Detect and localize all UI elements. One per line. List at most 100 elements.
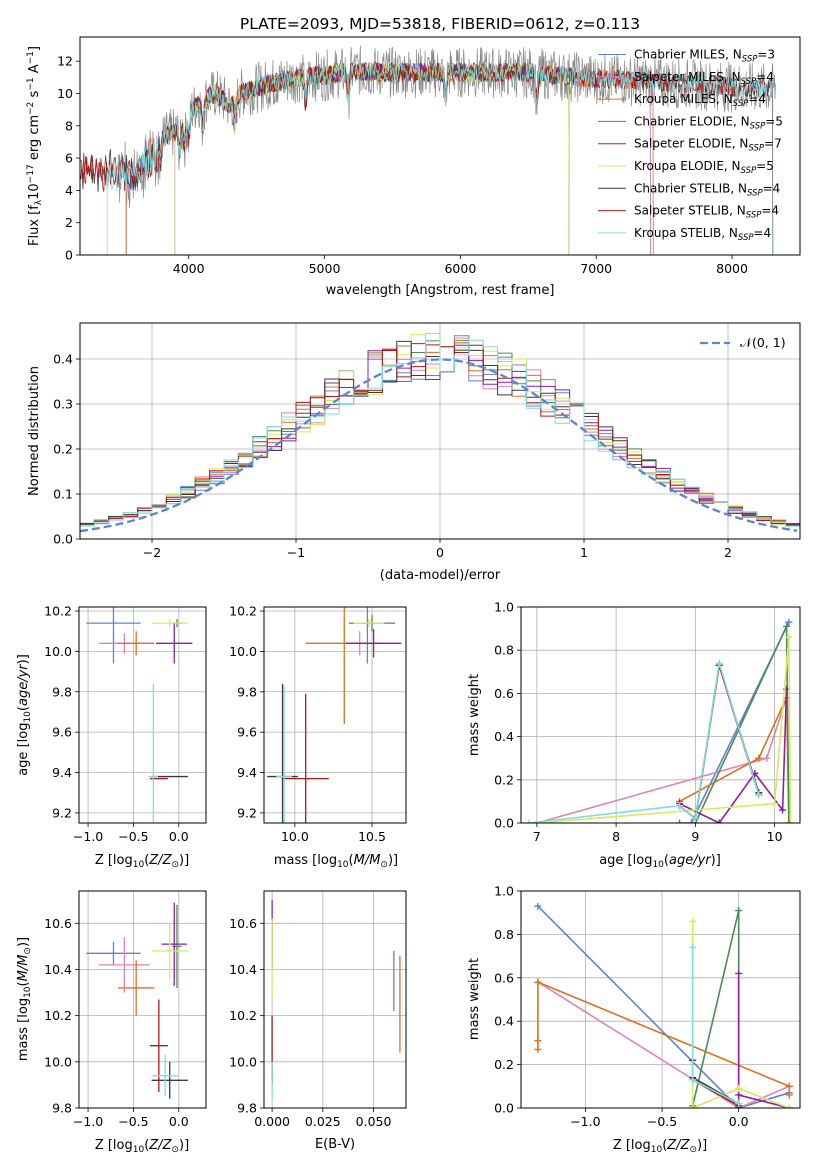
- label-part: 10: [23, 986, 33, 998]
- x-axis-label: Z [log10(Z/Z⊙)]: [613, 1138, 707, 1155]
- x-tick-label: 9: [691, 829, 699, 844]
- axes-frame: [79, 36, 801, 256]
- label-part: −1: [26, 51, 36, 64]
- y-tick-label: 0.2: [53, 442, 73, 457]
- x-tick-label: 10.0: [281, 829, 309, 844]
- y-tick-label: 0.0: [494, 816, 514, 831]
- plot-area-age_vs_mass: [267, 607, 402, 823]
- y-tick-label: 10.2: [44, 1008, 72, 1023]
- plot-area-age_vs_Z: [86, 607, 193, 823]
- axes-frame: [78, 606, 207, 824]
- legend-label-part: SSP: [741, 166, 757, 176]
- panel-age_vs_Z: −1.0 −0.5 0.09.29.49.69.810.010.2Z [log10(…: [16, 604, 207, 870]
- weight-marker: [676, 819, 684, 823]
- label-part: ]: [27, 46, 42, 51]
- x-tick-label: 1: [580, 545, 588, 560]
- weight-marker: [763, 754, 771, 762]
- legend-label-part: SSP: [741, 77, 757, 87]
- legend-label: Kroupa STELIB, NSSP=4: [634, 226, 771, 243]
- panel-residuals: −2 −1 0 1 2 0.0 0.1 0.2 0.3 0.4 𝒩(0, 1) (data-model…: [27, 322, 801, 583]
- label-part: 10: [337, 860, 349, 870]
- y-tick-label: 4: [65, 183, 73, 198]
- legend-label-part: =4: [748, 92, 766, 106]
- panel-mass_vs_ebv: 0.000 0.025 0.050 9.8 10.0 10.2 10.4 10.6 E(B-V): [229, 890, 407, 1152]
- y-tick-label: 10.0: [229, 1054, 257, 1069]
- label-part: )]: [179, 1138, 189, 1153]
- label-part: ⊙: [689, 1145, 697, 1155]
- y-tick-label: 0.0: [494, 1101, 514, 1116]
- weight-marker: [785, 819, 793, 823]
- y-tick-label: 10.6: [44, 916, 72, 931]
- legend-label-part: =5: [756, 159, 774, 173]
- y-axis-label: mass weight: [467, 674, 482, 756]
- weight-marker: [676, 802, 684, 810]
- figure-title: PLATE=2093, MJD=53818, FIBERID=0612, z=0…: [240, 15, 640, 33]
- x-axis-label: wavelength [Angstrom, rest frame]: [326, 283, 555, 298]
- y-tick-label: 0.4: [494, 1014, 514, 1029]
- label-part: 10: [133, 1145, 145, 1155]
- weight-marker: [735, 1091, 743, 1099]
- weight-marker: [534, 1037, 542, 1045]
- residual-histogram: [80, 343, 800, 527]
- weight-marker: [735, 969, 743, 977]
- weight-line: [528, 662, 760, 823]
- legend-label-part: Chabrier ELODIE, N: [634, 114, 750, 128]
- legend-label-part: Salpeter ELODIE, N: [634, 137, 748, 151]
- legend-label-part: SSP: [738, 233, 754, 243]
- legend-label-part: SSP: [733, 99, 749, 109]
- x-tick-label: −0.5: [647, 1114, 677, 1129]
- y-tick-label: 8: [65, 118, 73, 133]
- axes-frame: [263, 890, 407, 1109]
- y-tick-label: 9.4: [237, 765, 257, 780]
- x-tick-label: −1.0: [73, 1114, 103, 1129]
- label-part: λ: [34, 199, 44, 205]
- normal-curve: [80, 358, 798, 533]
- weight-marker: [534, 1045, 542, 1053]
- label-part: Z [log: [95, 1138, 133, 1153]
- frame-residuals: −2 −1 0 1 2 0.0 0.1 0.2 0.3 0.4 𝒩(0, 1) (data-model…: [27, 322, 801, 583]
- weight-line: [536, 637, 792, 823]
- y-tick-label: 0.0: [53, 532, 73, 547]
- legend-label-part: SSP: [746, 211, 762, 221]
- label-part: (: [144, 853, 149, 868]
- label-part: 10: [27, 183, 42, 200]
- weight-marker: [533, 819, 541, 823]
- model-spectrum: [125, 61, 651, 255]
- axes-frame: [520, 606, 801, 824]
- label-part: 10: [651, 1145, 663, 1155]
- x-tick-label: 8: [612, 829, 620, 844]
- legend-label-part: SSP: [748, 144, 764, 154]
- x-axis-label: Z [log10(Z/Z⊙)]: [95, 1138, 189, 1155]
- label-part: ⊙: [171, 860, 179, 870]
- x-tick-label: 2: [724, 545, 732, 560]
- weight-marker: [715, 819, 723, 823]
- plot-area-residuals: [80, 332, 800, 533]
- x-tick-label: 6000: [444, 261, 476, 276]
- weight-line: [737, 973, 790, 1108]
- weight-marker: [534, 902, 542, 910]
- panel-age_vs_mass: 10.0 10.5 9.2 9.4 9.6 9.8 10.0 10.2 mass [log10(…: [229, 604, 407, 870]
- y-tick-label: 10.2: [229, 604, 257, 619]
- x-tick-label: 0.0: [169, 1114, 189, 1129]
- x-tick-label: 10.5: [358, 829, 386, 844]
- weight-marker: [779, 806, 787, 814]
- weight-line: [537, 905, 790, 1108]
- legend-label-part: Chabrier STELIB, N: [634, 181, 747, 195]
- x-tick-label: −1.0: [73, 829, 103, 844]
- weight-marker: [534, 978, 542, 986]
- frame-mass_vs_ebv: 0.000 0.025 0.050 9.8 10.0 10.2 10.4 10.6 E(B-V): [229, 890, 407, 1152]
- frame-age_vs_Z: −1.0 −0.5 0.09.29.49.69.810.010.2Z [log10(…: [16, 604, 207, 870]
- y-tick-label: 1.0: [494, 600, 514, 615]
- y-tick-label: 0.2: [494, 772, 514, 787]
- residual-histogram: [80, 332, 800, 527]
- label-part: (: [349, 853, 354, 868]
- legend-label-part: =4: [754, 226, 772, 240]
- weight-marker: [689, 943, 697, 951]
- x-tick-label: −0.5: [118, 1114, 148, 1129]
- label-part: 10: [652, 860, 664, 870]
- legend-label-part: =3: [757, 48, 775, 62]
- label-part: 10: [133, 860, 145, 870]
- legend-label-part: Kroupa MILES, N: [634, 92, 733, 106]
- weight-line: [691, 910, 740, 1108]
- x-tick-label: −1: [287, 545, 305, 560]
